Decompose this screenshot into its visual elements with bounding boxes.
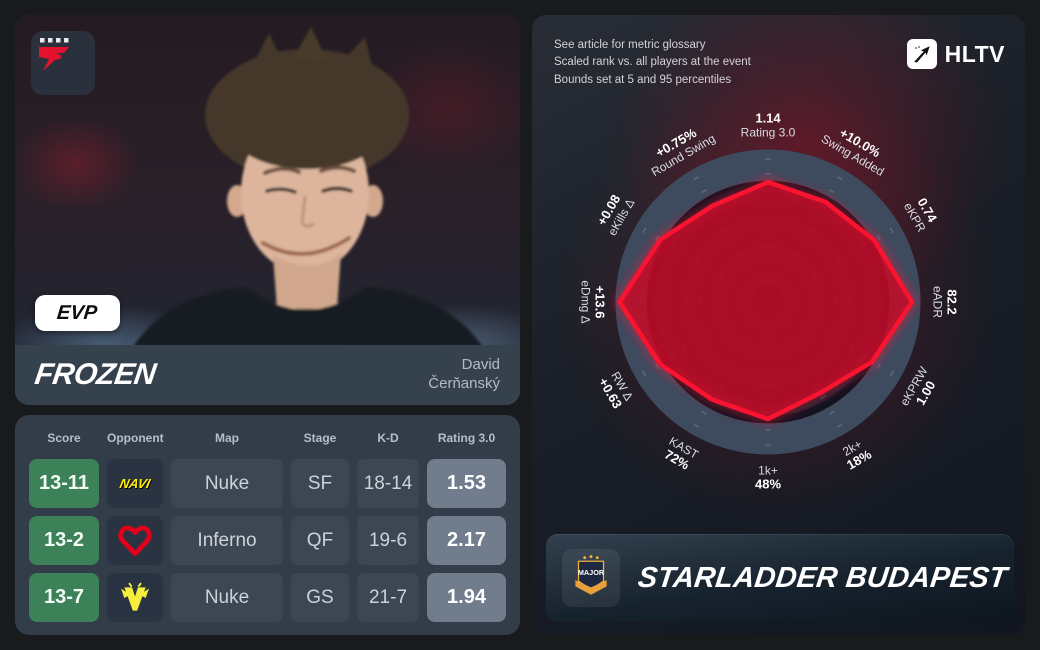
player-card: EVP FROZEN David Čerňanský	[15, 15, 520, 405]
mouz-logo	[107, 516, 163, 565]
svg-text:eADR: eADR	[931, 286, 945, 318]
col-kd: K-D	[377, 431, 399, 445]
svg-text:MAJOR: MAJOR	[578, 568, 605, 577]
radar-axis-label: 2k+18%	[840, 437, 874, 473]
evp-badge: EVP	[35, 295, 120, 331]
hltv-bolt-icon	[913, 46, 930, 63]
radar-axis-label: 1k+48%	[755, 464, 781, 492]
hltv-logo: HLTV	[906, 39, 1005, 69]
player-nickname: FROZEN	[32, 358, 158, 391]
kd-cell: 21-7	[357, 573, 419, 622]
kd-cell: 19-6	[357, 516, 419, 565]
radar-axis-label: RW Δ+0.63	[596, 369, 636, 411]
vitality-logo	[107, 573, 163, 622]
faze-icon	[39, 38, 69, 71]
event-name: STARLADDER BUDAPEST	[636, 561, 1010, 594]
navi-wordmark: NAVI	[118, 476, 152, 491]
vitality-bee-icon	[121, 582, 149, 611]
table-row: 13-2 Inferno QF 19-6 2.17	[29, 516, 506, 565]
col-score: Score	[47, 431, 81, 445]
evp-badge-label: EVP	[56, 301, 99, 324]
map-cell: Nuke	[171, 573, 283, 622]
player-real-name: David Čerňanský	[428, 356, 500, 392]
table-header-row: Score Opponent Map Stage K-D Rating 3.0	[29, 425, 506, 451]
map-cell: Inferno	[171, 516, 283, 565]
matches-table: Score Opponent Map Stage K-D Rating 3.0 …	[15, 415, 520, 635]
col-opponent: Opponent	[107, 431, 164, 445]
player-photo-illustration	[134, 27, 482, 345]
stage-cell: QF	[291, 516, 349, 565]
svg-text:eDmg Δ: eDmg Δ	[579, 280, 593, 323]
col-map: Map	[215, 431, 239, 445]
svg-text:1.14: 1.14	[755, 111, 781, 126]
metric-glossary-note: See article for metric glossary Scaled r…	[554, 39, 751, 86]
event-bar: MAJOR STARLADDER BUDAPEST	[546, 534, 1014, 622]
player-name-bar: FROZEN David Čerňanský	[15, 345, 520, 405]
rating-badge: 1.53	[427, 459, 506, 508]
faze-team-logo	[31, 31, 95, 95]
hltv-icon	[906, 39, 937, 69]
col-stage: Stage	[303, 431, 337, 445]
radar-panel: See article for metric glossary Scaled r…	[532, 15, 1025, 635]
hltv-wordmark: HLTV	[944, 40, 1005, 67]
major-logo: MAJOR	[562, 549, 620, 607]
stage-cell: SF	[291, 459, 349, 508]
player-photo: EVP	[15, 15, 520, 345]
map-cell: Nuke	[171, 459, 283, 508]
svg-text:48%: 48%	[755, 477, 781, 492]
table-row: 13-11 NAVI Nuke SF 18-14 1.53	[29, 459, 506, 508]
major-shield-icon: MAJOR	[575, 555, 607, 595]
rating-badge: 2.17	[427, 516, 506, 565]
stage-cell: GS	[291, 573, 349, 622]
svg-text:Rating 3.0: Rating 3.0	[741, 126, 796, 140]
radar-chart: 1.14 Rating 3.0 +10.0% Swing Added 0.74 eKPR 8…	[532, 72, 1008, 532]
svg-text:82.2: 82.2	[945, 289, 960, 314]
score-badge: 13-7	[29, 573, 99, 622]
table-row: 13-7 Nuke GS 21-7 1.94	[29, 573, 506, 622]
rating-badge: 1.94	[427, 573, 506, 622]
score-badge: 13-2	[29, 516, 99, 565]
score-badge: 13-11	[29, 459, 99, 508]
col-rating: Rating 3.0	[437, 431, 496, 445]
mouz-heart-icon	[118, 525, 152, 556]
svg-text:1k+: 1k+	[758, 464, 778, 478]
navi-logo: NAVI	[107, 459, 163, 508]
radar-shape	[617, 179, 915, 422]
kd-cell: 18-14	[357, 459, 419, 508]
svg-text:+13.6: +13.6	[593, 286, 608, 319]
